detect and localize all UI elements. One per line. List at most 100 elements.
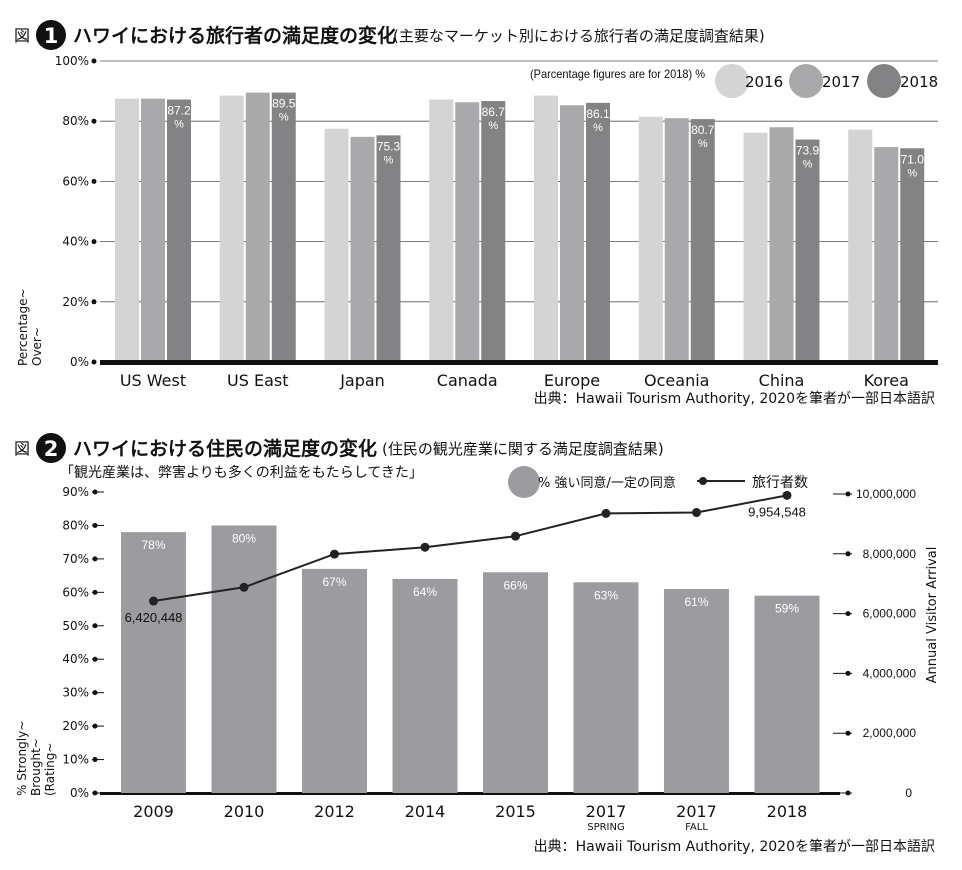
figure2-right-tick-label: 4,000,000 xyxy=(863,666,917,680)
figure1-bar-2017 xyxy=(560,105,584,362)
figure2-bar-label: 63% xyxy=(594,588,618,602)
figure1-label: 図 xyxy=(14,26,30,45)
figure2-x-label: 2018 xyxy=(767,802,808,821)
figure2-left-tick-label: 60% xyxy=(62,585,89,599)
figure2-x-label: 2010 xyxy=(224,802,265,821)
figure2-right-tick-dot xyxy=(845,611,851,617)
figure2-bar-label: 78% xyxy=(141,538,165,552)
figure2-x-sublabel: FALL xyxy=(685,822,708,833)
figure2-left-tick-dot xyxy=(92,589,98,595)
figure1-value-label: 86.7 xyxy=(482,105,506,119)
figure2-left-tick-label: 40% xyxy=(62,652,89,666)
figure2-bar xyxy=(302,568,367,793)
figure1-bar-2016 xyxy=(638,116,663,362)
figure2-bars xyxy=(121,525,820,793)
figure1-y-tick-label: 40% xyxy=(62,235,89,249)
figure1-x-label: China xyxy=(759,371,805,390)
figure1-bar-2017 xyxy=(245,92,270,362)
legend-2016-label: 2016 xyxy=(745,73,783,91)
figure1-bar-2017 xyxy=(874,147,899,362)
figure1-bars xyxy=(115,92,925,363)
figure2-left-tick-label: 70% xyxy=(62,552,89,566)
figure2-left-tick-dot xyxy=(92,556,98,562)
figure2-left-tick-label: 0% xyxy=(70,786,89,800)
figure1-y-ticks: 0% 20% 40% 60% 80% 100% xyxy=(55,54,97,369)
figure2-right-tick-dot xyxy=(845,790,851,796)
figure2-left-tick-label: 50% xyxy=(62,619,89,633)
figure1-y-tick-label: 0% xyxy=(70,355,89,369)
figure1-x-label: Europe xyxy=(544,371,600,390)
figure1-x-label: Japan xyxy=(339,371,385,390)
figure1-value-unit: % xyxy=(488,120,498,132)
figure2-left-tick-dot xyxy=(92,790,98,796)
figure1-bar-2018 xyxy=(795,139,820,362)
figure2-line-point xyxy=(420,542,430,552)
figure1-bar-2016 xyxy=(219,95,244,363)
figure2-line-first-value: 6,420,448 xyxy=(125,610,183,625)
figure1-note: (Parcentage figures are for 2018) % xyxy=(530,67,705,81)
figure1-x-label: US East xyxy=(227,371,288,390)
figure1-value-unit: % xyxy=(384,154,394,166)
figure1-bar-2016 xyxy=(534,95,558,363)
legend-2017-label: 2017 xyxy=(822,73,860,91)
figure1-value-labels: 87.2%89.5%75.3%86.7%86.1% 80.7% 73.9% 71.0% xyxy=(167,97,924,180)
figure2-x-label: 2012 xyxy=(314,802,355,821)
figure2-bar xyxy=(754,595,820,793)
figure2-line-point xyxy=(511,531,520,541)
figure1-x-labels: US West US East Japan Canada Europe Oceania Ch… xyxy=(120,371,909,390)
figure2-left-axis-title: % Strongly~ Brought~ (Rating~ xyxy=(15,721,57,796)
figure1-value-unit: % xyxy=(279,112,289,124)
figure1-value-label: 73.9 xyxy=(796,144,820,158)
figure2-header: 図 2 ハワイにおける住民の満足度の変化 (住民の観光産業に関する満足度調査結果… xyxy=(14,433,664,481)
figure1-number: 1 xyxy=(44,24,59,48)
figure2-ylabel-line1: % Strongly~ xyxy=(15,721,29,796)
figure1-baseline xyxy=(100,360,938,365)
figure1-ylabel-line1: Percentage~ xyxy=(16,288,30,366)
figure2-left-tick-dot xyxy=(92,623,98,629)
figure1-x-label: Korea xyxy=(864,371,909,390)
figure1-value-unit: % xyxy=(803,159,813,171)
figure2-bar xyxy=(483,572,548,793)
legend-2016-swatch xyxy=(715,64,749,98)
figure1-y-tick-label: 100% xyxy=(55,54,89,68)
figure1-y-tick-label: 20% xyxy=(62,295,89,309)
figure2-title: ハワイにおける住民の満足度の変化 xyxy=(73,437,377,460)
figure1-bar-2018 xyxy=(900,148,925,362)
figure1-title: ハワイにおける旅行者の満足度の変化 xyxy=(73,24,396,47)
figure2-ylabel-line3: (Rating~ xyxy=(43,743,57,796)
figure2-bar-label: 80% xyxy=(232,531,256,545)
figure2-visitor-line xyxy=(149,490,792,606)
figure1-bar-2018 xyxy=(481,101,506,363)
figure2-right-tick-label: 6,000,000 xyxy=(863,607,917,621)
figure1-bar-2017 xyxy=(664,118,689,362)
figure2-label: 図 xyxy=(14,439,30,458)
figure2-bar xyxy=(211,525,277,793)
legend-bar-swatch xyxy=(508,466,540,498)
figure1-bar-2017 xyxy=(455,102,480,362)
figure1-source: 出典：Hawaii Tourism Authority, 2020を筆者が一部日… xyxy=(534,391,935,407)
figure2-line-point xyxy=(330,549,339,559)
figure1-bar-2017 xyxy=(769,127,794,362)
figure2-left-tick-dot xyxy=(92,757,98,763)
legend-line-label: 旅行者数 xyxy=(752,475,808,491)
figure2-left-tick-label: 80% xyxy=(62,518,89,532)
figure2-right-tick-dot xyxy=(845,551,851,557)
figure1-y-tick-dot xyxy=(91,359,97,365)
figure2-line-path xyxy=(153,494,788,603)
figure1-ylabel-line2: Over~ xyxy=(30,327,44,366)
figure1-y-tick-dot xyxy=(91,299,97,305)
figure1-value-label: 75.3 xyxy=(377,139,401,153)
figure1-y-tick-dot xyxy=(91,58,97,64)
figure2-right-tick-label: 0 xyxy=(905,786,912,800)
figure2-number-badge xyxy=(36,433,66,463)
figure2-bar xyxy=(573,582,639,793)
figure2-x-label: 2009 xyxy=(133,802,174,821)
figure2-right-tick-label: 10,000,000 xyxy=(856,487,916,501)
figure1-y-tick-dot xyxy=(91,118,97,124)
figure2-ylabel-line2: Brought~ xyxy=(29,738,43,796)
figure2-left-tick-label: 90% xyxy=(62,485,89,499)
figure2-bar xyxy=(392,578,458,793)
figure1-y-tick-label: 60% xyxy=(62,174,89,188)
figure1-y-tick-label: 80% xyxy=(62,114,89,128)
figure2-right-tick-dot xyxy=(845,491,851,497)
